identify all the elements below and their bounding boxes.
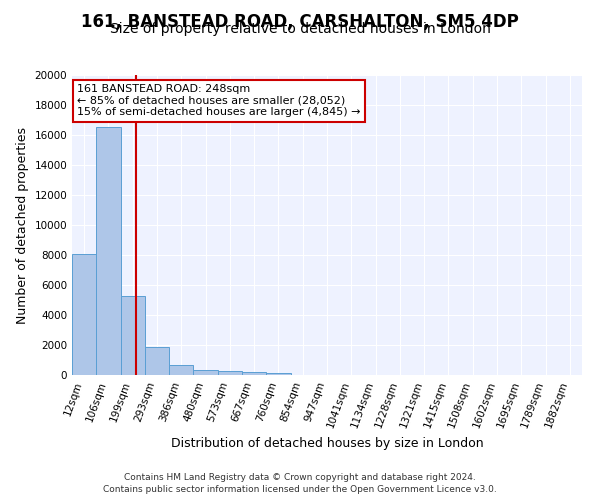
Bar [121, 296, 145, 375]
Text: Size of property relative to detached houses in London: Size of property relative to detached ho… [110, 22, 490, 36]
Text: 161 BANSTEAD ROAD: 248sqm
← 85% of detached houses are smaller (28,052)
15% of s: 161 BANSTEAD ROAD: 248sqm ← 85% of detac… [77, 84, 361, 117]
Bar [145, 347, 169, 375]
Bar [72, 254, 96, 375]
Bar [169, 365, 193, 375]
X-axis label: Distribution of detached houses by size in London: Distribution of detached houses by size … [170, 438, 484, 450]
Text: Contains public sector information licensed under the Open Government Licence v3: Contains public sector information licen… [103, 485, 497, 494]
Text: 161, BANSTEAD ROAD, CARSHALTON, SM5 4DP: 161, BANSTEAD ROAD, CARSHALTON, SM5 4DP [81, 12, 519, 30]
Y-axis label: Number of detached properties: Number of detached properties [16, 126, 29, 324]
Text: Contains HM Land Registry data © Crown copyright and database right 2024.: Contains HM Land Registry data © Crown c… [124, 472, 476, 482]
Bar [218, 371, 242, 375]
Bar [266, 372, 290, 375]
Bar [193, 370, 218, 375]
Bar [96, 128, 121, 375]
Bar [242, 372, 266, 375]
